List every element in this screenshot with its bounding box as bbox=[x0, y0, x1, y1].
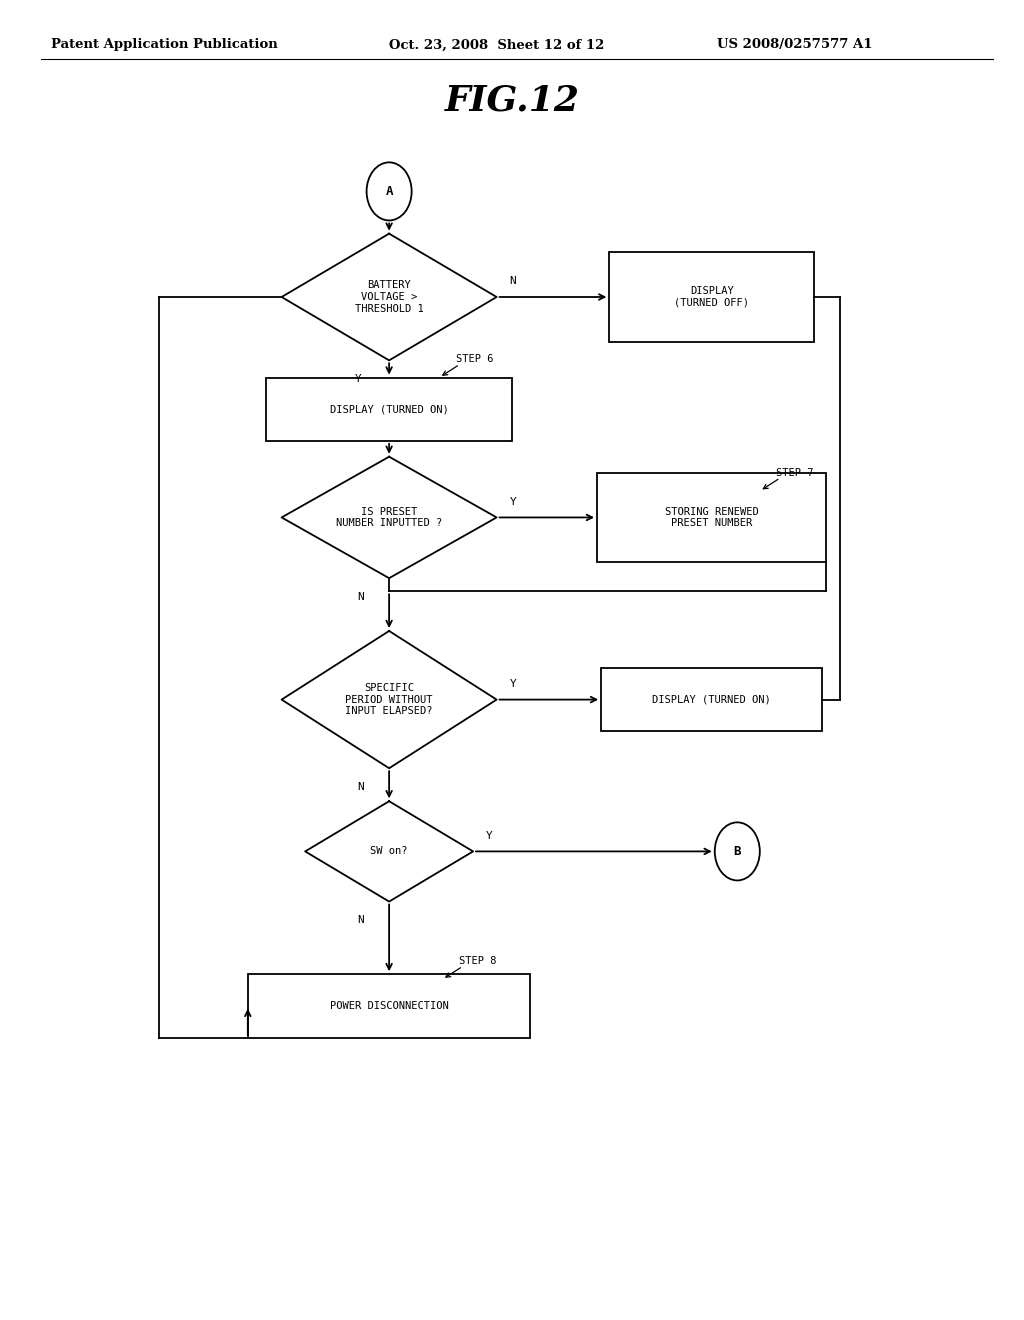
Text: B: B bbox=[733, 845, 741, 858]
Text: Y: Y bbox=[355, 374, 361, 384]
Text: IS PRESET
NUMBER INPUTTED ?: IS PRESET NUMBER INPUTTED ? bbox=[336, 507, 442, 528]
Text: SPECIFIC
PERIOD WITHOUT
INPUT ELAPSED?: SPECIFIC PERIOD WITHOUT INPUT ELAPSED? bbox=[345, 682, 433, 717]
Text: US 2008/0257577 A1: US 2008/0257577 A1 bbox=[717, 38, 872, 51]
Text: STORING RENEWED
PRESET NUMBER: STORING RENEWED PRESET NUMBER bbox=[665, 507, 759, 528]
Bar bbox=[609, 252, 814, 342]
Text: STEP 7: STEP 7 bbox=[776, 467, 814, 478]
Text: STEP 6: STEP 6 bbox=[456, 354, 494, 364]
Text: Y: Y bbox=[486, 830, 493, 841]
Text: STEP 8: STEP 8 bbox=[459, 956, 497, 966]
Text: Y: Y bbox=[510, 678, 516, 689]
Text: SW on?: SW on? bbox=[371, 846, 408, 857]
Text: Y: Y bbox=[510, 496, 516, 507]
Bar bbox=[601, 668, 822, 731]
Text: POWER DISCONNECTION: POWER DISCONNECTION bbox=[330, 1001, 449, 1011]
Text: BATTERY
VOLTAGE >
THRESHOLD 1: BATTERY VOLTAGE > THRESHOLD 1 bbox=[354, 280, 424, 314]
Text: FIG.12: FIG.12 bbox=[444, 83, 580, 117]
Text: N: N bbox=[357, 915, 364, 925]
Text: N: N bbox=[357, 781, 364, 792]
Bar bbox=[248, 974, 530, 1038]
Text: N: N bbox=[357, 591, 364, 602]
Text: Patent Application Publication: Patent Application Publication bbox=[51, 38, 278, 51]
Text: Oct. 23, 2008  Sheet 12 of 12: Oct. 23, 2008 Sheet 12 of 12 bbox=[389, 38, 604, 51]
Text: DISPLAY
(TURNED OFF): DISPLAY (TURNED OFF) bbox=[674, 286, 750, 308]
Text: N: N bbox=[510, 276, 516, 286]
Bar bbox=[597, 473, 826, 562]
Text: DISPLAY (TURNED ON): DISPLAY (TURNED ON) bbox=[330, 404, 449, 414]
Text: DISPLAY (TURNED ON): DISPLAY (TURNED ON) bbox=[652, 694, 771, 705]
Text: A: A bbox=[385, 185, 393, 198]
Bar bbox=[266, 378, 512, 441]
